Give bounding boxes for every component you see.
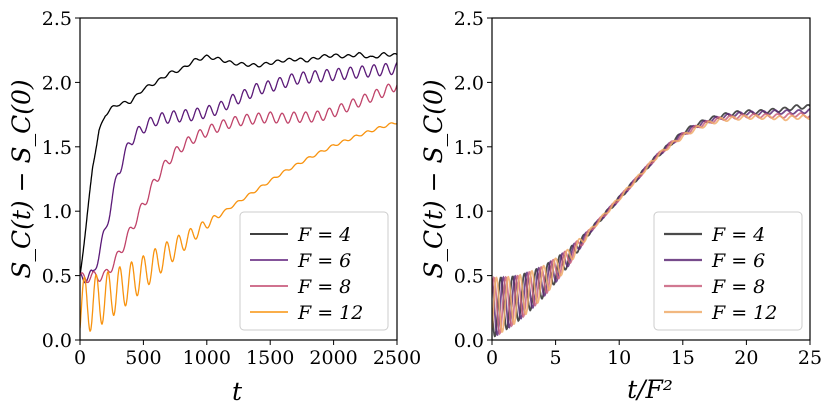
y-tick-label: 2.0 <box>42 72 72 94</box>
y-tick-label: 1.0 <box>454 201 484 223</box>
x-tick-label: 1500 <box>246 347 294 369</box>
x-axis-label: t/F² <box>627 375 673 404</box>
series-line-4 <box>80 122 397 332</box>
x-tick-label: 5 <box>550 347 562 369</box>
y-tick-label: 1.0 <box>42 201 72 223</box>
legend-entry: F = 12 <box>297 302 363 324</box>
x-tick-label: 0 <box>486 347 498 369</box>
series-line-2 <box>80 62 397 284</box>
right-plot: 0 5 10 15 20 25 0.0 0.5 1.0 1.5 2.0 2.5 t/F² S_C(t) −… <box>419 8 822 404</box>
y-tick-label: 0.5 <box>42 266 72 288</box>
y-tick-label: 2.5 <box>454 8 484 30</box>
plot-frame <box>491 17 811 341</box>
legend-entry: F = 4 <box>711 224 765 246</box>
y-axis-label: S_C(t) − S_C(0) <box>419 79 448 278</box>
x-tick-label: 15 <box>671 347 695 369</box>
legend-entry: F = 8 <box>297 276 351 298</box>
left-plot: 0 500 1000 1500 2000 2500 0.0 0.5 1.0 1.5 2.0 2.5 t S… <box>7 8 421 406</box>
x-axis-label: t <box>232 377 243 406</box>
x-tick-label: 10 <box>607 347 631 369</box>
legend-entry: F = 6 <box>711 250 765 272</box>
legend-entry: F = 8 <box>711 276 765 298</box>
y-tick-label: 0.5 <box>454 266 484 288</box>
y-tick-label: 0.0 <box>454 330 484 352</box>
x-tick-label: 20 <box>734 347 758 369</box>
legend-box <box>239 211 389 331</box>
legend: F = 4 F = 6 F = 8 F = 12 <box>653 211 803 331</box>
y-tick-label: 0.0 <box>42 330 72 352</box>
legend: F = 4 F = 6 F = 8 F = 12 <box>239 211 389 331</box>
series-line-4 <box>492 114 810 333</box>
plot-frame <box>79 17 398 341</box>
x-tick-label: 0 <box>74 347 86 369</box>
series-line-3 <box>80 83 397 284</box>
x-tick-label: 2000 <box>309 347 357 369</box>
x-tick-label: 500 <box>125 347 161 369</box>
series-lines <box>492 103 810 338</box>
series-line-1 <box>80 51 397 276</box>
x-tick-label: 1000 <box>183 347 231 369</box>
y-tick-label: 1.5 <box>42 137 72 159</box>
y-tick-label: 2.5 <box>42 8 72 30</box>
x-tick-label: 25 <box>798 347 822 369</box>
x-tick-label: 2500 <box>373 347 421 369</box>
legend-entry: F = 12 <box>711 302 777 324</box>
y-axis-label: S_C(t) − S_C(0) <box>7 79 36 278</box>
y-tick-label: 1.5 <box>454 137 484 159</box>
legend-entry: F = 4 <box>297 224 351 246</box>
legend-box <box>653 211 803 331</box>
legend-entry: F = 6 <box>297 250 351 272</box>
y-tick-label: 2.0 <box>454 72 484 94</box>
series-lines <box>80 51 397 332</box>
